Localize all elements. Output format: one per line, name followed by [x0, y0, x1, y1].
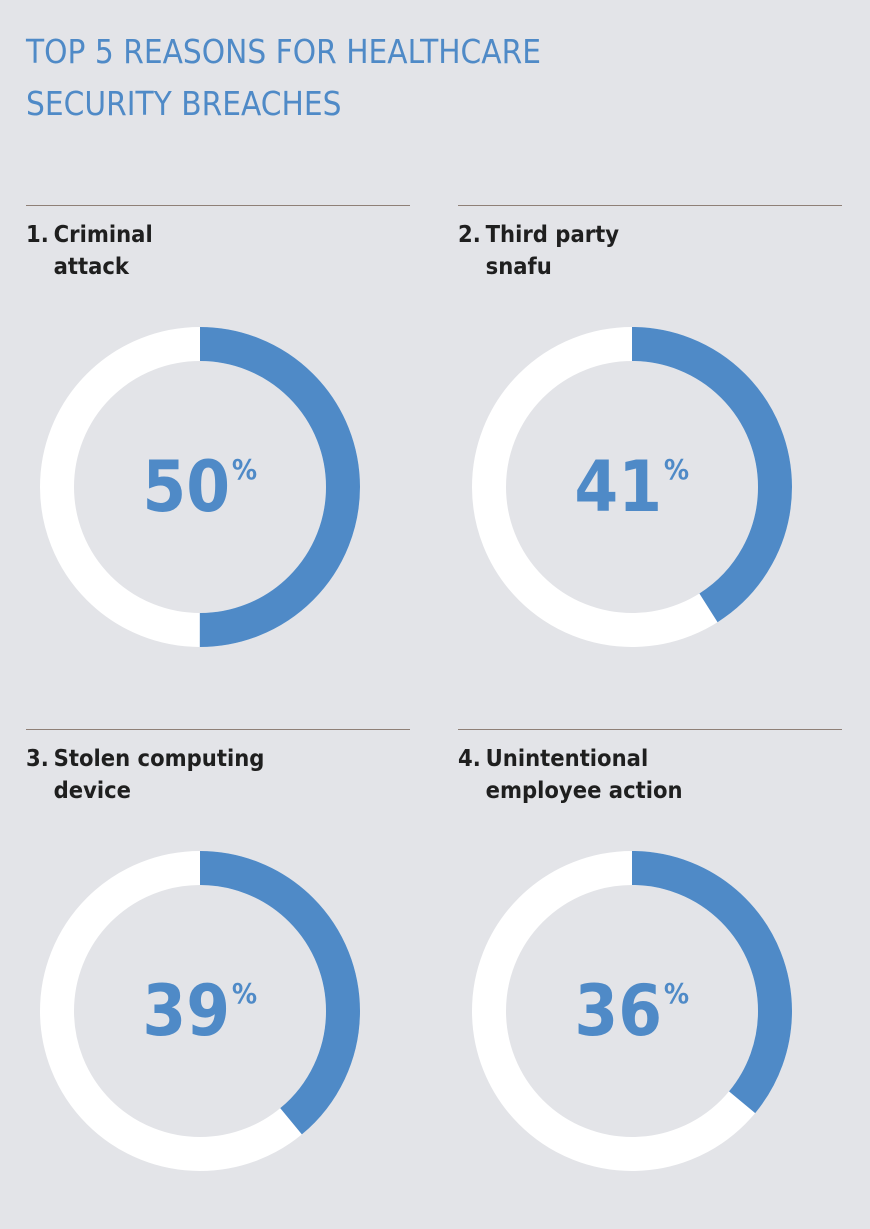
reason-label-line-1: Criminal	[53, 222, 153, 248]
page-title: TOP 5 REASONS FOR HEALTHCARE SECURITY BR…	[26, 26, 746, 130]
reason-rank: 3.	[26, 746, 49, 772]
reason-label-line-2: device	[53, 778, 132, 804]
divider	[26, 729, 410, 730]
donut-chart	[472, 327, 792, 647]
reason-label: 3. Stolen computing device	[26, 743, 264, 807]
reason-card-3: 3. Stolen computing device 39 %	[26, 729, 410, 1229]
reason-card-2: 2. Third party snafu 41 %	[458, 205, 842, 705]
reason-rank: 4.	[458, 746, 481, 772]
donut-value-arc	[40, 327, 360, 647]
donut-chart	[40, 851, 360, 1171]
reason-rank: 1.	[26, 222, 49, 248]
reason-label-line-1: Stolen computing	[53, 746, 265, 772]
title-line-1: TOP 5 REASONS FOR HEALTHCARE	[26, 32, 542, 71]
reason-label: 2. Third party snafu	[458, 219, 619, 283]
donut-chart	[472, 851, 792, 1171]
reason-label-line-2: employee action	[485, 778, 683, 804]
reason-label-line-2: snafu	[485, 254, 552, 280]
reason-card-4: 4. Unintentional employee action 36 %	[458, 729, 842, 1229]
donut-value-arc	[472, 851, 792, 1171]
reason-label: 4. Unintentional employee action	[458, 743, 683, 807]
title-line-2: SECURITY BREACHES	[26, 84, 342, 123]
donut-value-arc	[472, 327, 792, 647]
reason-label-line-2: attack	[53, 254, 130, 280]
divider	[458, 205, 842, 206]
reason-label-line-1: Third party	[485, 222, 620, 248]
reason-card-1: 1. Criminal attack 50 %	[26, 205, 410, 705]
reason-rank: 2.	[458, 222, 481, 248]
reason-label: 1. Criminal attack	[26, 219, 153, 283]
donut-chart	[40, 327, 360, 647]
divider	[458, 729, 842, 730]
reason-label-line-1: Unintentional	[485, 746, 649, 772]
donut-value-arc	[40, 851, 360, 1171]
divider	[26, 205, 410, 206]
